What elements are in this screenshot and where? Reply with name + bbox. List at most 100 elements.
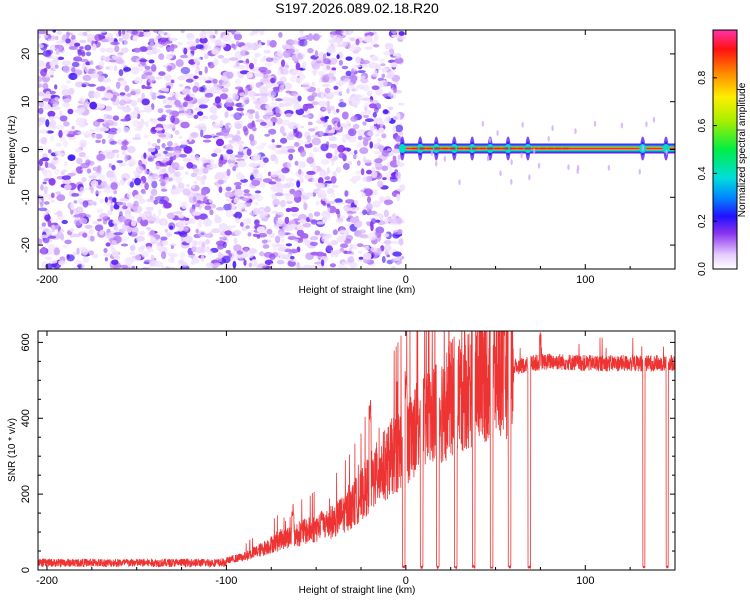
spectrogram-noise-cell (392, 53, 399, 57)
spectrogram-noise-cell (250, 139, 258, 146)
spectrogram-noise-cell (315, 200, 320, 206)
spectrogram-noise-cell (92, 253, 99, 259)
spectrogram-noise-cell (243, 259, 247, 266)
spectrogram-noise-cell (63, 98, 71, 103)
spectrogram-noise-cell (374, 162, 383, 170)
spectrogram-noise-cell (303, 264, 312, 269)
spectrogram-noise-cell (77, 263, 82, 269)
spectrogram-noise-cell (90, 73, 100, 79)
spectrogram-noise-cell (243, 189, 250, 194)
spectrogram-noise-cell (88, 229, 94, 235)
spectrogram-noise-cell (297, 161, 306, 169)
snr-y-tick-label: 0 (20, 567, 32, 573)
spectrogram-noise-cell (179, 153, 187, 158)
spectrogram-noise-cell (198, 70, 203, 76)
spectrogram-noise-cell (120, 47, 129, 53)
spectrogram-noise-cell (169, 225, 174, 230)
colorbar-tick-label: 0.4 (697, 166, 708, 180)
spectrogram-noise-cell (339, 230, 348, 234)
spectrogram-noise-cell (287, 148, 296, 153)
spectrogram-noise-cell (357, 129, 367, 137)
spectrogram-noise-cell (64, 184, 72, 191)
spectrogram-noise-cell (370, 171, 378, 179)
snr-y-tick-label: 400 (20, 409, 32, 427)
spectrogram-noise-cell (158, 71, 166, 76)
spectrogram-noise-cell (90, 235, 95, 242)
spectrogram-noise-cell (192, 240, 197, 248)
spectrogram-noise-cell (264, 62, 273, 67)
spectrogram-noise-cell (372, 200, 381, 208)
spectrogram-weak-cell (652, 116, 656, 123)
spectrogram-noise-cell (311, 62, 321, 70)
spectrogram-noise-cell (378, 127, 385, 133)
colorbar-tick-label: 0.2 (697, 214, 708, 228)
spectrogram-noise-cell (239, 209, 248, 213)
spectrogram-noise-cell (40, 184, 44, 191)
spectrogram-weak-cell (645, 121, 648, 128)
spectrogram-noise-cell (141, 98, 150, 106)
spectrogram-noise-cell (89, 60, 94, 65)
spectrogram-noise-cell (147, 265, 152, 269)
spectrogram-noise-cell (357, 250, 363, 254)
spectrogram-noise-cell (265, 57, 274, 62)
spectrogram-noise-cell (71, 67, 76, 73)
spectrogram-noise-cell (147, 141, 152, 147)
spectrogram-noise-cell (79, 218, 88, 225)
spectrogram-noise-cell (338, 59, 343, 66)
spectrogram-noise-cell (330, 176, 337, 184)
spectrogram-noise-cell (156, 138, 161, 144)
spectrogram-noise-cell (177, 214, 184, 218)
spectrogram-noise-cell (356, 142, 363, 149)
spectrogram-noise-cell (346, 88, 350, 94)
spectrogram-noise-cell (71, 126, 75, 130)
spectrogram-noise-cell (111, 164, 116, 171)
spectrogram-noise-cell (293, 103, 302, 110)
spectrogram-noise-cell (299, 30, 304, 35)
spectrogram-noise-cell (143, 31, 151, 37)
spectrogram-noise-cell (167, 96, 177, 101)
spectrogram-noise-cell (160, 236, 168, 241)
spectrogram-noise-cell (107, 65, 115, 71)
spectrogram-noise-cell (75, 148, 82, 153)
spectrogram-noise-cell (364, 109, 372, 115)
spectrogram-noise-cell (271, 210, 279, 214)
spectrogram-noise-cell (85, 159, 91, 166)
spectrogram-noise-cell (89, 101, 98, 110)
spectrogram-noise-cell (361, 64, 369, 68)
spectrogram-noise-cell (252, 169, 260, 174)
spectrogram-noise-cell (393, 229, 402, 235)
spectrogram-noise-cell (79, 46, 84, 50)
spectrogram-noise-cell (284, 216, 290, 225)
spectrogram-peak-cell (502, 147, 509, 150)
spectrogram-noise-cell (292, 93, 300, 98)
spectrogram-noise-cell (342, 134, 347, 143)
spectrogram-noise-cell (173, 211, 183, 215)
spectrogram-noise-cell (304, 241, 312, 247)
spectrogram-noise-cell (136, 58, 141, 64)
spectrogram-noise-cell (50, 199, 55, 203)
spectrogram-noise-cell (240, 178, 249, 183)
spectrogram-noise-cell (167, 141, 173, 147)
spectrogram-noise-cell (310, 265, 319, 269)
spectrogram-noise-cell (126, 93, 132, 97)
spectrogram-noise-cell (178, 104, 185, 112)
spectrogram-noise-cell (105, 151, 115, 160)
spectrogram-noise-cell (87, 83, 96, 87)
spectrogram-noise-cell (181, 88, 191, 95)
spectrogram-noise-cell (131, 226, 139, 235)
spectrogram-noise-cell (48, 149, 52, 154)
spectrogram-noise-cell (306, 135, 312, 143)
spectrogram-noise-cell (285, 113, 293, 118)
spectrogram-noise-cell (257, 263, 267, 269)
spectrogram-noise-cell (197, 77, 205, 81)
spectrogram-noise-cell (42, 50, 52, 57)
spectrogram-noise-cell (397, 154, 402, 160)
spectrogram-noise-cell (225, 186, 232, 192)
spectrogram-noise-cell (164, 176, 170, 184)
spectrogram-noise-cell (154, 216, 160, 224)
spectrogram-noise-cell (178, 226, 184, 231)
spectrogram-noise-cell (324, 87, 331, 94)
snr-x-tick-label: 0 (403, 575, 409, 587)
spectrogram-noise-cell (248, 248, 258, 254)
